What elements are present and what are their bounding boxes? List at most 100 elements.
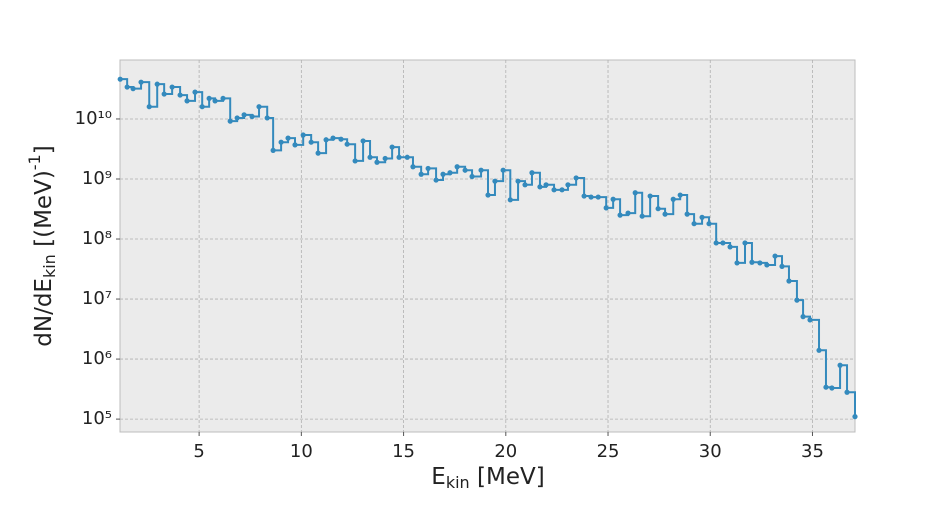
point [344,141,350,147]
y-tick-label: 10⁶ [82,348,112,369]
point [581,193,587,199]
y-tick-label: 10¹⁰ [75,108,112,129]
point [485,192,491,198]
point [220,95,226,102]
point [360,138,366,144]
y-tick-label: 10⁸ [82,228,112,249]
point [684,211,690,217]
point [418,171,424,177]
point [227,118,233,124]
point [308,139,314,145]
x-tick-label: 30 [699,441,722,462]
point [507,197,513,203]
point [404,154,410,160]
point [382,155,388,162]
point [338,136,344,142]
point [529,170,535,176]
point [389,144,395,150]
x-label-rest: [MeV] [470,464,545,490]
point [212,98,218,104]
point [292,142,298,148]
y-label-end: ] [31,145,57,154]
point [264,115,270,121]
point [807,317,813,323]
point [749,259,755,265]
point [823,384,829,390]
point [425,165,431,172]
point [124,84,130,90]
point [130,86,136,92]
point [169,84,175,90]
point [844,389,850,395]
point [625,210,631,216]
point [500,167,506,173]
point [515,178,521,184]
point [177,92,183,98]
point [772,253,778,259]
x-tick-label: 20 [494,441,517,462]
point [837,362,843,368]
point [138,79,144,85]
point [192,89,198,95]
point [537,184,543,190]
point [632,190,638,196]
x-tick-label: 35 [801,441,824,462]
point [433,177,439,183]
point [699,214,705,220]
point [573,175,579,181]
point [852,414,858,420]
point [278,139,284,145]
point [315,150,321,156]
point [161,91,167,97]
y-label-sup: -1 [25,154,44,170]
point [559,187,565,193]
point [816,347,822,353]
x-tick-label: 5 [193,441,204,462]
point [655,206,661,212]
point [462,167,468,173]
point [610,196,616,202]
point [454,164,460,170]
point [285,135,291,141]
grid [116,60,855,436]
point [374,159,380,165]
point [662,211,668,217]
point [117,76,123,82]
point [199,104,205,110]
y-tick-label: 10⁷ [82,288,112,309]
point [617,212,623,218]
point [440,171,446,177]
y-tick-label: 10⁵ [82,408,112,429]
point [647,193,653,199]
point [410,164,416,170]
point [154,81,160,87]
point [764,262,770,268]
point [543,182,549,188]
point [551,187,557,193]
point [478,167,484,173]
point [706,221,712,227]
point [595,194,601,200]
point [742,240,748,246]
point [603,205,609,211]
point [367,154,373,160]
y-label-base: dN/dE [31,278,57,347]
point [323,137,329,143]
point [757,260,763,266]
marks [117,76,858,420]
point [670,196,676,202]
x-axis-label: Ekin [MeV] [431,464,544,492]
point [300,132,306,138]
point [270,147,276,153]
y-axis-label: dN/dEkin [(MeV)-1] [25,145,59,346]
labels: 5 10 15 20 25 30 35 10⁵ 10⁶ 10⁷ 10⁸ 10⁹ 10¹⁰ [75,108,824,462]
point [734,260,740,266]
point [727,244,733,250]
point [234,115,240,121]
point [800,314,806,320]
point [779,263,785,269]
point [206,95,212,102]
y-tick-label: 10⁹ [82,168,112,189]
point [184,98,190,104]
point [241,112,247,118]
